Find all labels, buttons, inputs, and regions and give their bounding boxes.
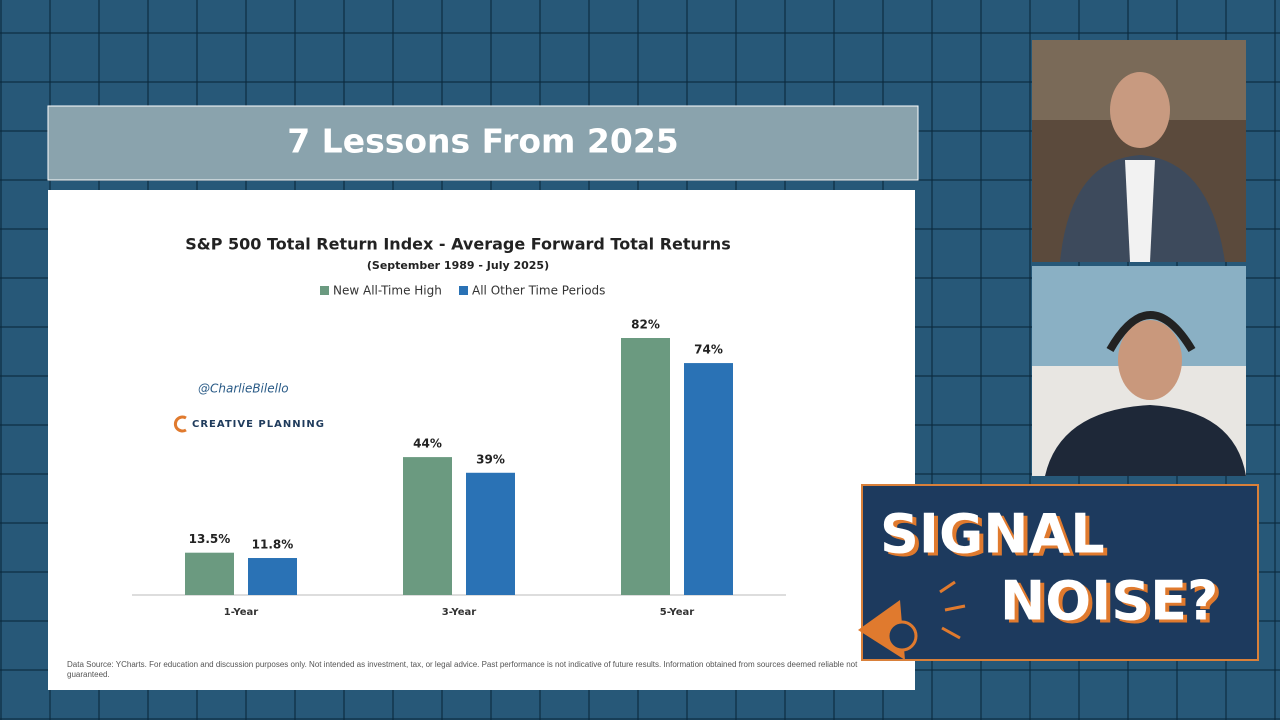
value-label: 82% — [631, 318, 660, 332]
legend-swatch — [459, 286, 468, 295]
value-label: 39% — [476, 452, 505, 466]
banner-title: 7 Lessons From 2025 — [287, 122, 679, 161]
logo-line1-shadow: SIGNAL — [884, 506, 1109, 569]
bar — [185, 552, 234, 595]
bar — [403, 457, 452, 595]
bar — [684, 363, 733, 595]
value-label: 74% — [694, 343, 723, 357]
footnote: Data Source: YCharts. For education and … — [67, 660, 858, 679]
watermark-logo: CREATIVE PLANNING — [192, 419, 325, 430]
x-tick-label: 1-Year — [224, 607, 258, 618]
chart-title: S&P 500 Total Return Index - Average For… — [185, 235, 730, 254]
legend-label: All Other Time Periods — [472, 284, 605, 298]
value-label: 11.8% — [252, 538, 294, 552]
webcam-top — [1032, 40, 1246, 262]
bar — [466, 472, 515, 595]
title-banner — [47, 105, 919, 181]
bar — [248, 558, 297, 595]
value-label: 13.5% — [189, 532, 231, 546]
legend-swatch — [320, 286, 329, 295]
chart-panel — [48, 190, 915, 690]
legend-label: New All-Time High — [333, 284, 442, 298]
x-tick-label: 3-Year — [442, 607, 476, 618]
logo-icon — [173, 415, 187, 433]
x-tick-label: 5-Year — [660, 607, 694, 618]
logo-line2-shadow: NOISE? — [1004, 573, 1222, 636]
bar — [621, 338, 670, 595]
value-label: 44% — [413, 437, 442, 451]
webcam-bottom — [1032, 266, 1246, 476]
watermark-handle: @CharlieBilello — [198, 382, 289, 396]
logo-line1: SIGNAL — [880, 503, 1105, 566]
show-logo: SIGNAL SIGNAL NOISE? NOISE? — [858, 484, 1259, 661]
logo-line2: NOISE? — [1000, 570, 1218, 633]
chart-subtitle: (September 1989 - July 2025) — [367, 259, 549, 272]
